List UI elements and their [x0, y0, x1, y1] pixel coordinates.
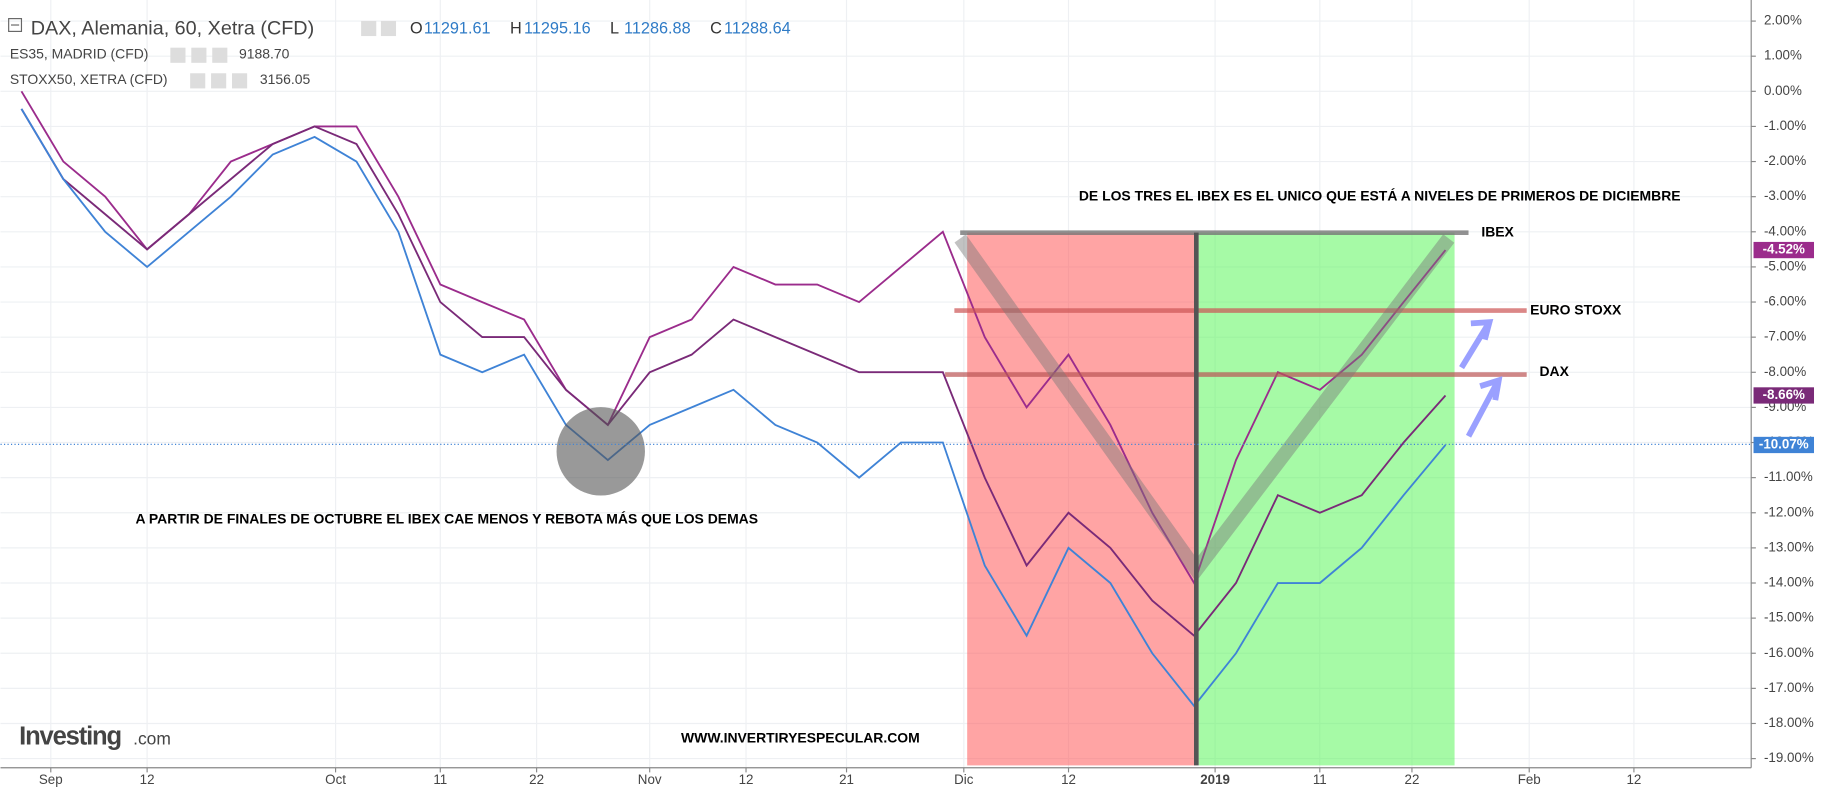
icon[interactable] [211, 73, 227, 89]
series-line [20, 108, 1447, 638]
series-price: 3156.05 [260, 71, 311, 87]
y-tick-label: -15.00% [1764, 610, 1814, 625]
series-line [20, 108, 1447, 708]
y-tick-label: -13.00% [1764, 539, 1814, 554]
series-lines [20, 90, 1447, 708]
y-tick-label: -6.00% [1764, 294, 1806, 309]
x-tick-label: 12 [140, 772, 155, 787]
x-tick-label: 12 [1061, 772, 1076, 787]
logo-suffix: .com [133, 728, 171, 748]
icon[interactable] [191, 47, 207, 63]
last-value-tag [1753, 387, 1815, 404]
x-tick-label: 12 [1626, 772, 1641, 787]
collapse-icon[interactable] [8, 18, 23, 32]
header-icons [170, 20, 397, 89]
x-tick-label: 11 [1313, 772, 1327, 787]
grid [0, 0, 1752, 768]
y-tick-label: -17.00% [1764, 680, 1814, 695]
x-tick-label: Feb [1518, 772, 1541, 787]
y-tick-label: 2.00% [1764, 13, 1802, 28]
x-tick-label: 22 [529, 772, 544, 787]
y-tick-label: -16.00% [1764, 645, 1814, 660]
x-tick-label: Sep [39, 772, 63, 787]
ohlc-value: 11291.61 [424, 19, 491, 37]
icon[interactable] [212, 47, 228, 63]
annotation: A PARTIR DE FINALES DE OCTUBRE EL IBEX C… [135, 511, 758, 527]
arrow [1459, 319, 1494, 370]
green-zone [1198, 232, 1455, 766]
y-tick-label: -12.00% [1764, 504, 1814, 519]
level-label: IBEX [1481, 223, 1514, 239]
y-tick-label: -5.00% [1764, 258, 1806, 273]
y-tick-label: -8.00% [1764, 364, 1806, 379]
last-value-label: -8.66% [1763, 387, 1805, 402]
level-label: DAX [1539, 363, 1569, 379]
last-value-tag [1753, 241, 1815, 259]
x-tick-label: 11 [433, 772, 447, 787]
ohlc: O 11291.61 H 11295.16 L 11286.88 C 11288.64 [410, 19, 791, 37]
series-price: 9188.70 [239, 45, 290, 61]
ohlc-key: H [510, 19, 522, 37]
x-tick-label: Oct [325, 772, 346, 787]
logo: Investing [19, 722, 121, 750]
y-tick-label: -3.00% [1764, 188, 1806, 203]
y-tick-label: 0.00% [1764, 83, 1802, 98]
y-tick-label: -2.00% [1764, 153, 1806, 168]
series-name: ES35, MADRID (CFD) [10, 45, 149, 61]
y-tick-label: 1.00% [1764, 48, 1802, 63]
axes: 2.00% 1.00% 0.00% -1.00% -2.00% -3.00% -4.00% -… [39, 13, 1815, 787]
red-zone [967, 232, 1198, 766]
y-tick-label: -7.00% [1764, 329, 1806, 344]
last-value-tag [1753, 436, 1815, 454]
x-tick-label: Nov [638, 772, 662, 787]
ohlc-value: 11295.16 [524, 19, 591, 37]
last-value-label: -10.07% [1759, 437, 1809, 452]
highlight-circle [556, 407, 645, 496]
ohlc-value: 11286.88 [624, 19, 691, 37]
y-tick-label: -19.00% [1764, 750, 1814, 765]
y-tick-label: -1.00% [1764, 118, 1806, 133]
icon[interactable] [232, 73, 248, 89]
icon[interactable] [361, 20, 377, 37]
ohlc-key: L [610, 19, 619, 37]
ohlc-value: 11288.64 [724, 19, 791, 37]
arrows [1459, 319, 1503, 438]
y-tick-label: -18.00% [1764, 715, 1814, 730]
icon[interactable] [380, 20, 397, 37]
y-tick-label: -11.00% [1764, 469, 1813, 484]
x-tick-label: Dic [954, 772, 974, 787]
x-tick-label: 2019 [1200, 772, 1230, 787]
y-tick-label: -4.00% [1764, 223, 1806, 238]
series-name: STOXX50, XETRA (CFD) [10, 71, 168, 87]
icon[interactable] [190, 73, 206, 89]
ohlc-key: C [710, 19, 722, 37]
annotation: DE LOS TRES EL IBEX ES EL UNICO QUE ESTÁ… [1079, 187, 1681, 203]
arrow [1465, 376, 1503, 438]
x-tick-label: 22 [1405, 772, 1420, 787]
y-tick-label: -14.00% [1764, 575, 1814, 590]
series-line [20, 90, 1447, 586]
icon[interactable] [170, 47, 186, 63]
level-label: EURO STOXX [1530, 301, 1622, 317]
main-title: DAX, Alemania, 60, Xetra (CFD) [31, 17, 314, 39]
x-tick-label: 12 [739, 772, 754, 787]
site-url: WWW.INVERTIRYESPECULAR.COM [681, 729, 920, 745]
last-value-label: -4.52% [1763, 242, 1805, 257]
ohlc-key: O [410, 19, 423, 37]
x-tick-label: 21 [839, 772, 854, 787]
